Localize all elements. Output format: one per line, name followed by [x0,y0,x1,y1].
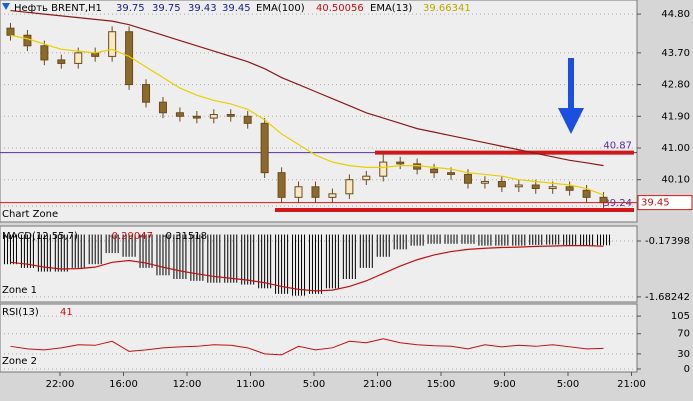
x-tick-label: 21:00 [363,379,392,390]
candle-body [463,173,472,184]
level-label: 40.87 [603,141,632,152]
signal-value: -0.31518 [162,231,207,242]
candle-body [209,114,218,119]
candle-body [565,186,574,191]
level-label: 39.24 [603,198,632,209]
candle-body [243,115,252,124]
candle-body [74,52,83,64]
candle-body [260,122,269,174]
ema13-value: 39.66341 [423,3,471,14]
candle-body [548,186,557,190]
y-tick-label: 40.10 [661,175,690,186]
y-tick-label: -1.68242 [645,292,690,303]
x-tick-label: 11:00 [236,379,265,390]
rsi-value: 41 [60,307,73,318]
y-tick-label: -0.17398 [645,236,690,247]
candle-body [158,101,167,114]
candle-body [514,184,523,188]
y-tick-label: 70 [677,329,690,340]
candle-body [142,84,151,103]
candle-body [480,180,489,184]
candle-body [582,189,591,198]
candle-body [108,31,117,57]
price-panel [0,0,638,223]
y-tick-label: 41.90 [661,111,690,122]
candle-body [531,184,540,190]
candle-body [311,186,320,198]
last-price-label: 39.45 [641,198,670,209]
x-tick-label: 22:00 [46,379,75,390]
rsi-line [10,338,604,356]
x-tick-label: 12:00 [173,379,202,390]
open-value: 39.75 [116,3,145,14]
rsi-panel [0,303,638,373]
candle-body [294,186,303,198]
candle-body [413,163,422,170]
y-tick-label: 43.70 [661,48,690,59]
y-tick-label: 30 [677,349,690,360]
candle-body [362,175,371,181]
close-value: 39.45 [222,3,251,14]
low-value: 39.43 [188,3,217,14]
ema-line [10,9,604,167]
zone-label: Zone 2 [2,356,37,367]
candle-body [23,34,32,47]
signal-line [10,245,604,292]
menu-icon[interactable] [2,3,10,10]
rsi-title: RSI(13) [2,307,39,318]
y-tick-label: 42.80 [661,80,690,91]
ema13-name: EMA(13) [370,3,412,14]
candle-body [396,161,405,165]
candle-body [430,168,439,174]
candle-body [379,161,388,177]
ema100-value: 40.50056 [316,3,364,14]
ema100-name: EMA(100) [256,3,305,14]
candle-body [277,172,286,198]
candle-body [447,172,456,175]
y-tick-label: 41.00 [661,143,690,154]
x-tick-label: 9:00 [493,379,515,390]
candle-body [497,180,506,188]
zone-label: Zone 1 [2,285,37,296]
ema-line [10,34,604,196]
x-tick-label: 5:00 [303,379,325,390]
candle-body [328,193,337,198]
y-tick-label: 0 [684,364,690,375]
candle-body [57,59,66,64]
last-price-box [637,195,693,211]
arrow [558,58,584,134]
y-tick-label: 105 [671,311,690,322]
x-tick-label: 5:00 [557,379,579,390]
candle-body [226,114,235,117]
candle-body [40,45,49,61]
candle-body [192,115,201,119]
x-tick-label: 16:00 [109,379,138,390]
y-tick-label: 44.80 [661,9,690,20]
candle-body [345,179,354,195]
macd-value: -0.29047 [108,231,153,242]
x-tick-label: 21:00 [617,379,646,390]
candle-body [175,112,184,117]
zone-label: Chart Zone [2,209,58,220]
chart-title: Нефть BRENT,H1 [14,3,102,14]
high-value: 39.75 [152,3,181,14]
candle-body [599,196,608,204]
candle-body [6,27,15,36]
x-tick-label: 15:00 [427,379,456,390]
macd-title: MACD(12,55,7) [2,231,78,242]
